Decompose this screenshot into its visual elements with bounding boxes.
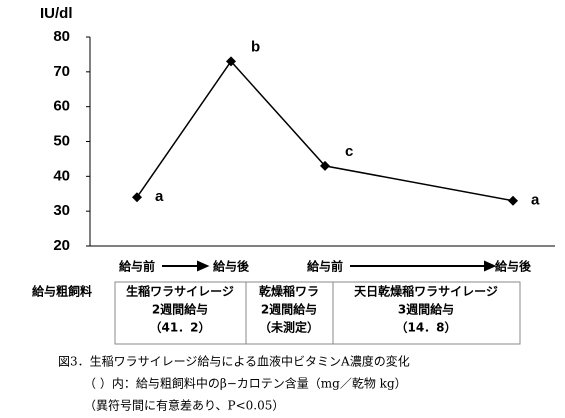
line <box>136 60 514 202</box>
marker <box>226 56 236 67</box>
cell-text: （未測定） <box>259 320 319 335</box>
cell-text: 2週間給与 <box>261 302 317 317</box>
cell-text: 生稲ワラサイレージ <box>126 284 234 299</box>
y-tick-label: 50 <box>53 132 70 149</box>
cell-text: 乾燥稲ワラ <box>259 284 319 299</box>
x-tick-label: 給与後 <box>213 259 250 274</box>
cell-box <box>332 281 521 345</box>
marker <box>132 192 142 203</box>
y-axis-label: IU/dl <box>40 5 73 22</box>
point-label: a <box>531 192 540 209</box>
x-tick-label: 給与前 <box>119 259 155 274</box>
y-tick-label: 60 <box>53 98 70 115</box>
caption: 図3．生稲ワラサイレージ給与による血液中ビタミンA濃度の変化 <box>58 354 410 369</box>
point-label: a <box>155 188 164 205</box>
y-tick-label: 80 <box>53 28 70 45</box>
cell-text: （41．2） <box>149 320 210 335</box>
arrows <box>162 260 497 272</box>
y-tick-label: 40 <box>53 167 70 184</box>
row-header: 給与粗飼料 <box>32 284 92 299</box>
caption: （ ）内：給与粗飼料中のβ−カロテン含量（mg／乾物 kg） <box>84 376 407 391</box>
point-label: b <box>251 38 260 55</box>
cell-text: 2週間給与 <box>152 302 208 317</box>
cell-text: （14．8） <box>395 320 456 335</box>
cell-text: 天日乾燥稲ワラサイレージ <box>354 284 498 299</box>
y-tick-label: 30 <box>53 202 70 219</box>
marker <box>508 195 518 206</box>
cell-text: 3週間給与 <box>398 302 454 317</box>
caption: （異符号間に有意差あり、P<0.05） <box>84 398 284 413</box>
marker <box>320 160 330 171</box>
y-tick-label: 20 <box>53 237 70 254</box>
y-tick-label: 70 <box>53 63 70 80</box>
x-tick-label: 給与前 <box>307 259 343 274</box>
x-tick-label: 給与後 <box>495 259 532 274</box>
point-label: c <box>345 143 353 160</box>
